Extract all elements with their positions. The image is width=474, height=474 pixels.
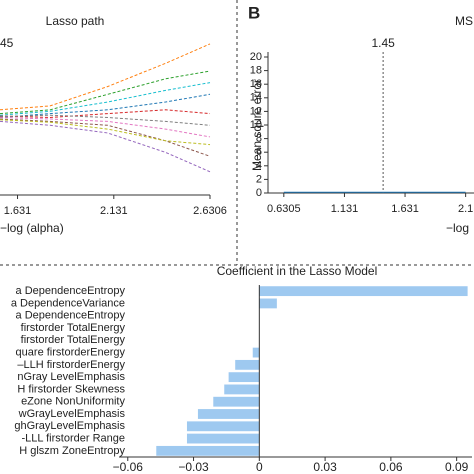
- y-tick-label: quare firstorderEnergy: [16, 346, 126, 358]
- chart-title: Coefficient in the Lasso Model: [217, 264, 378, 278]
- bar: [259, 298, 277, 309]
- y-tick-label: 10: [250, 119, 262, 131]
- x-tick-label: −0.06: [113, 460, 144, 474]
- series-line: [0, 109, 211, 119]
- y-tick-label: H glszm ZoneEntropy: [19, 445, 125, 457]
- y-tick-label: 12: [250, 105, 262, 117]
- series-line: [0, 120, 211, 173]
- y-tick-label: firstorder TotalEnergy: [21, 334, 126, 346]
- bar: [186, 421, 260, 432]
- y-axis-label: Mean squre error: [250, 79, 264, 171]
- x-tick-label: 1.631: [391, 203, 419, 215]
- series-line: [0, 93, 211, 118]
- bar: [213, 396, 260, 407]
- bar: [186, 433, 260, 444]
- series-line: [0, 118, 211, 157]
- y-tick-label: 18: [250, 65, 262, 77]
- bar: [252, 347, 260, 358]
- y-tick-label: nGray LevelEmphasis: [17, 371, 125, 383]
- panel-title: Lasso path: [46, 14, 105, 28]
- x-axis-label: −log (alpha): [0, 221, 64, 235]
- y-tick-label: 8: [256, 133, 262, 145]
- x-tick-label: 0.03: [313, 460, 337, 474]
- y-tick-label: wGrayLevelEmphasis: [18, 408, 126, 420]
- y-tick-label: ghGrayLevelEmphasis: [14, 420, 125, 432]
- x-tick-label: 2.6306: [193, 205, 227, 217]
- x-tick-label: 1.631: [4, 205, 32, 217]
- x-tick-label: 0: [256, 460, 263, 474]
- x-tick-label: −0.03: [178, 460, 209, 474]
- series-line: [0, 119, 211, 146]
- panel-label: B: [248, 3, 260, 22]
- bar: [224, 384, 260, 395]
- series-line: [0, 117, 211, 138]
- y-tick-label: 20: [250, 51, 262, 63]
- x-tick-label: 2.131: [100, 205, 128, 217]
- x-tick-label: 0.6305: [267, 203, 301, 215]
- y-tick-label: H firstorder Skewness: [17, 383, 125, 395]
- bar: [197, 409, 260, 419]
- bar: [156, 445, 260, 456]
- y-tick-label: 0: [256, 187, 262, 199]
- bar: [235, 359, 260, 370]
- y-tick-label: 6: [256, 146, 262, 158]
- x-tick-label: 2.1: [458, 203, 473, 215]
- bar: [259, 286, 468, 297]
- panel-title: MS: [455, 14, 473, 28]
- y-tick-label: a DependenceVariance: [11, 297, 125, 309]
- x-tick-label: 1.131: [331, 203, 359, 215]
- series-line: [0, 43, 211, 111]
- series-line: [0, 114, 211, 126]
- annotation: 45: [0, 36, 14, 50]
- x-axis-label: −log: [446, 221, 469, 235]
- y-tick-label: a DependenceEntropy: [16, 310, 126, 322]
- y-tick-label: firstorder TotalEnergy: [21, 322, 126, 334]
- y-tick-label: 4: [256, 160, 262, 172]
- y-tick-label: eZone NonUniformity: [21, 396, 125, 408]
- annotation: 1.45: [371, 36, 395, 50]
- y-tick-label: 2: [256, 173, 262, 185]
- y-tick-label: 16: [250, 78, 262, 90]
- y-tick-label: a DependenceEntropy: [16, 285, 126, 297]
- y-tick-label: -LLL firstorder Range: [21, 432, 125, 444]
- y-tick-label: –LLH firstorderEnergy: [17, 359, 125, 371]
- y-tick-label: 14: [250, 92, 262, 104]
- series-line: [0, 82, 211, 116]
- x-tick-label: 0.09: [445, 460, 469, 474]
- bar: [228, 372, 260, 383]
- x-tick-label: 0.06: [379, 460, 403, 474]
